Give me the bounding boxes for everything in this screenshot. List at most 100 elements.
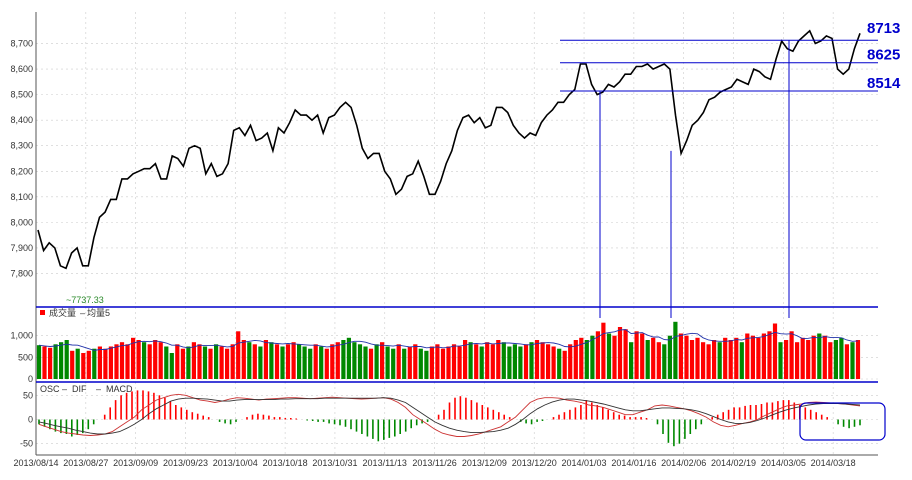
volume-bar [590,335,595,379]
volume-bar [219,346,224,379]
volume-bar [158,342,163,379]
grid-layer [35,12,878,455]
volume-bar [756,337,761,379]
volume-y-tick-label: 1,000 [10,331,33,341]
volume-bar [53,344,58,379]
volume-bar [302,346,307,379]
x-tick-label: 2013/08/14 [13,458,58,468]
volume-bar [761,333,766,379]
volume-bar [186,346,191,379]
volume-bar [800,337,805,379]
volume-bar [352,342,357,379]
volume-legend-label: 均量5 [87,307,110,318]
volume-bar [507,346,512,379]
volume-bar [180,348,185,379]
volume-bar [551,346,556,379]
volume-bar [368,348,374,379]
price-y-tick-label: 8,000 [10,217,33,227]
volume-bar [346,337,351,379]
volume-bar [689,340,695,379]
volume-bar [374,344,379,379]
volume-bar [828,342,833,379]
volume-bar [225,348,230,379]
x-tick-label: 2014/03/18 [811,458,856,468]
x-tick-label: 2013/11/13 [363,458,407,468]
price-y-tick-label: 7,800 [10,268,33,278]
volume-bar [108,346,113,379]
volume-bar [291,342,296,379]
volume-bar [324,348,329,379]
volume-bar [285,344,291,379]
macd-y-tick-label: 0 [28,415,33,425]
osc-bars [38,390,861,447]
volume-bar [496,340,501,379]
price-y-tick-label: 8,700 [10,39,33,49]
x-tick-label: 2013/09/09 [113,458,158,468]
volume-bar [595,331,600,379]
volume-bar [36,345,42,379]
volume-bar [795,342,800,379]
volume-bar [651,337,656,379]
volume-bar [42,346,47,379]
volume-bar [429,346,434,379]
volume-bar [855,340,861,379]
volume-bar [308,348,313,379]
price-y-tick-label: 8,300 [10,141,33,151]
volume-bar [723,337,728,379]
macd-y-tick-label: 50 [23,390,33,400]
volume-bar [258,346,263,379]
volume-bar [701,342,706,379]
volume-bar [833,340,838,379]
volume-bars [36,321,861,379]
volume-bar [191,342,196,379]
volume-bar [335,342,340,379]
x-tick-label: 2013/11/26 [412,458,456,468]
dif-line [38,393,861,437]
volume-bar [380,342,385,379]
macd-legend-label: MACD [106,384,133,394]
volume-bar [147,344,152,379]
reference-label: 8514 [867,75,901,92]
volume-bar [640,333,645,379]
volume-bar [214,344,219,379]
volume-bar [413,344,418,379]
volume-bar [634,331,639,379]
volume-bar [319,346,324,379]
volume-bar [850,342,855,379]
volume-bar [131,337,136,379]
x-tick-label: 2014/02/19 [711,458,756,468]
x-tick-label: 2013/09/23 [163,458,208,468]
reference-label: 8713 [867,20,900,37]
volume-bar [822,335,827,379]
volume-bar [579,337,584,379]
volume-bar [612,335,617,379]
x-tick-label: 2014/01/16 [611,458,656,468]
volume-bar [706,344,711,379]
volume-bar [778,342,783,379]
volume-bar [252,344,257,379]
x-tick-label: 2014/02/06 [661,458,706,468]
volume-bar [357,344,363,379]
volume-bar [391,348,396,379]
volume-bar [523,344,529,379]
volume-bar [739,342,744,379]
volume-bar [341,340,346,379]
volume-bar [534,340,540,379]
volume-bar [468,342,473,379]
volume-bar [136,340,141,379]
volume-bar [97,346,102,379]
x-tick-label: 2013/12/20 [512,458,557,468]
volume-bar [396,344,401,379]
volume-bar [175,344,180,379]
volume-bar [673,321,678,379]
price-y-tick-label: 8,500 [10,90,33,100]
volume-bar [656,342,661,379]
price-y-tick-label: 7,900 [10,243,33,253]
volume-bar [330,344,335,379]
volume-bar [103,348,108,379]
volume-bar [745,333,750,379]
volume-bar [435,344,440,379]
volume-bar [601,322,606,379]
volume-bar [728,340,733,379]
volume-bar [269,342,274,379]
